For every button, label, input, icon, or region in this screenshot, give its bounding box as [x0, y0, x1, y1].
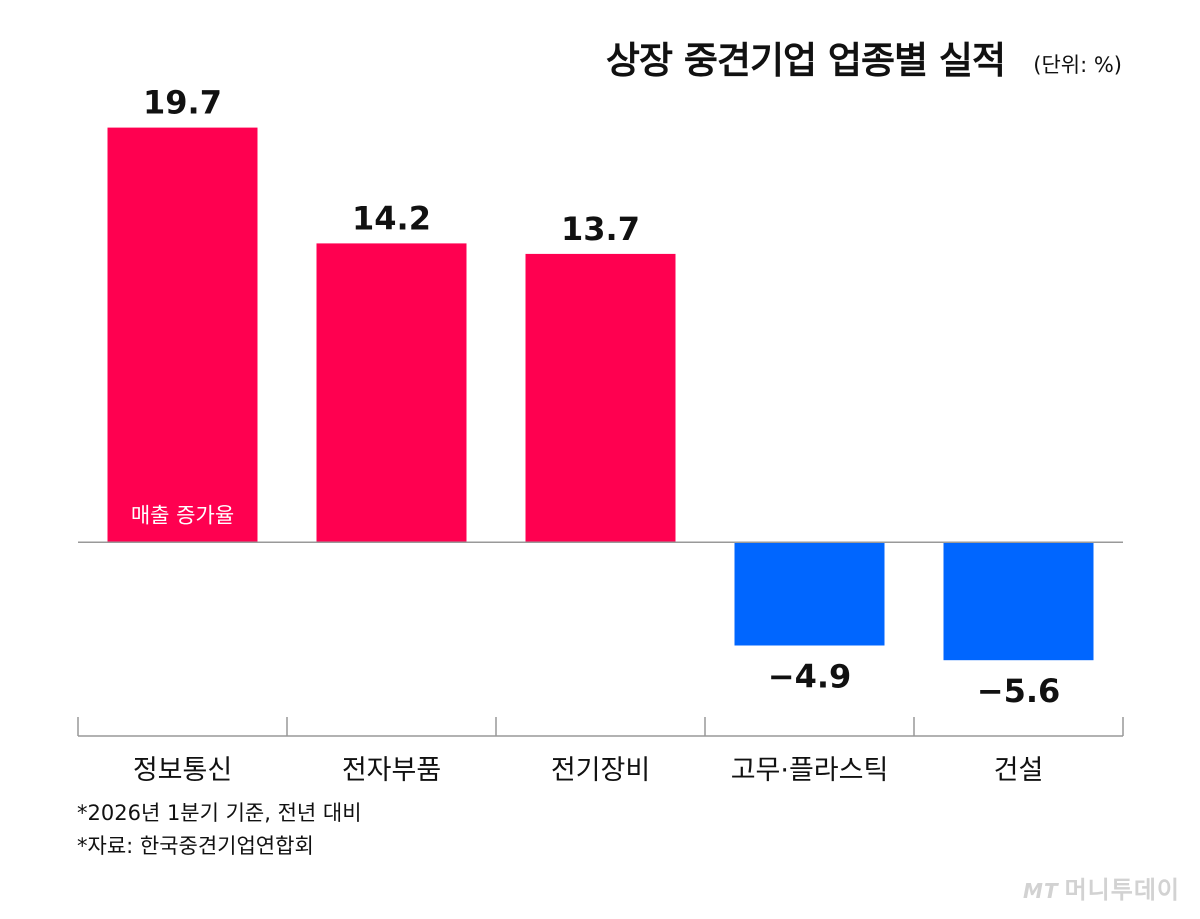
bar-1: [107, 127, 258, 543]
data-label-2: 14.2: [352, 199, 431, 237]
bar-5: [943, 542, 1094, 661]
data-label-5: −5.6: [977, 672, 1061, 710]
category-label-5: 건설: [994, 755, 1044, 786]
unit-label: (단위: %): [1033, 53, 1122, 77]
footnote-source: *자료: 한국중견기업연합회: [77, 834, 314, 858]
category-label-3: 전기장비: [551, 755, 650, 786]
chart-title: 상장 중견기업 업종별 실적: [605, 39, 1006, 82]
category-label-1: 정보통신: [133, 755, 232, 786]
data-label-4: −4.9: [768, 658, 852, 696]
brand-logo-mark: MT: [1023, 879, 1059, 903]
data-label-1: 19.7: [143, 84, 222, 122]
series-label: 매출 증가율: [131, 503, 234, 527]
brand-watermark: MT 머니투데이: [1023, 870, 1180, 905]
brand-name: 머니투데이: [1064, 876, 1180, 904]
bar-2: [316, 243, 467, 543]
bar-4: [734, 542, 885, 646]
bar-3: [525, 253, 676, 543]
data-label-3: 13.7: [561, 210, 640, 248]
category-label-4: 고무·플라스틱: [731, 755, 889, 786]
category-label-2: 전자부품: [342, 755, 441, 786]
footnote-basis: *2026년 1분기 기준, 전년 대비: [77, 801, 362, 825]
